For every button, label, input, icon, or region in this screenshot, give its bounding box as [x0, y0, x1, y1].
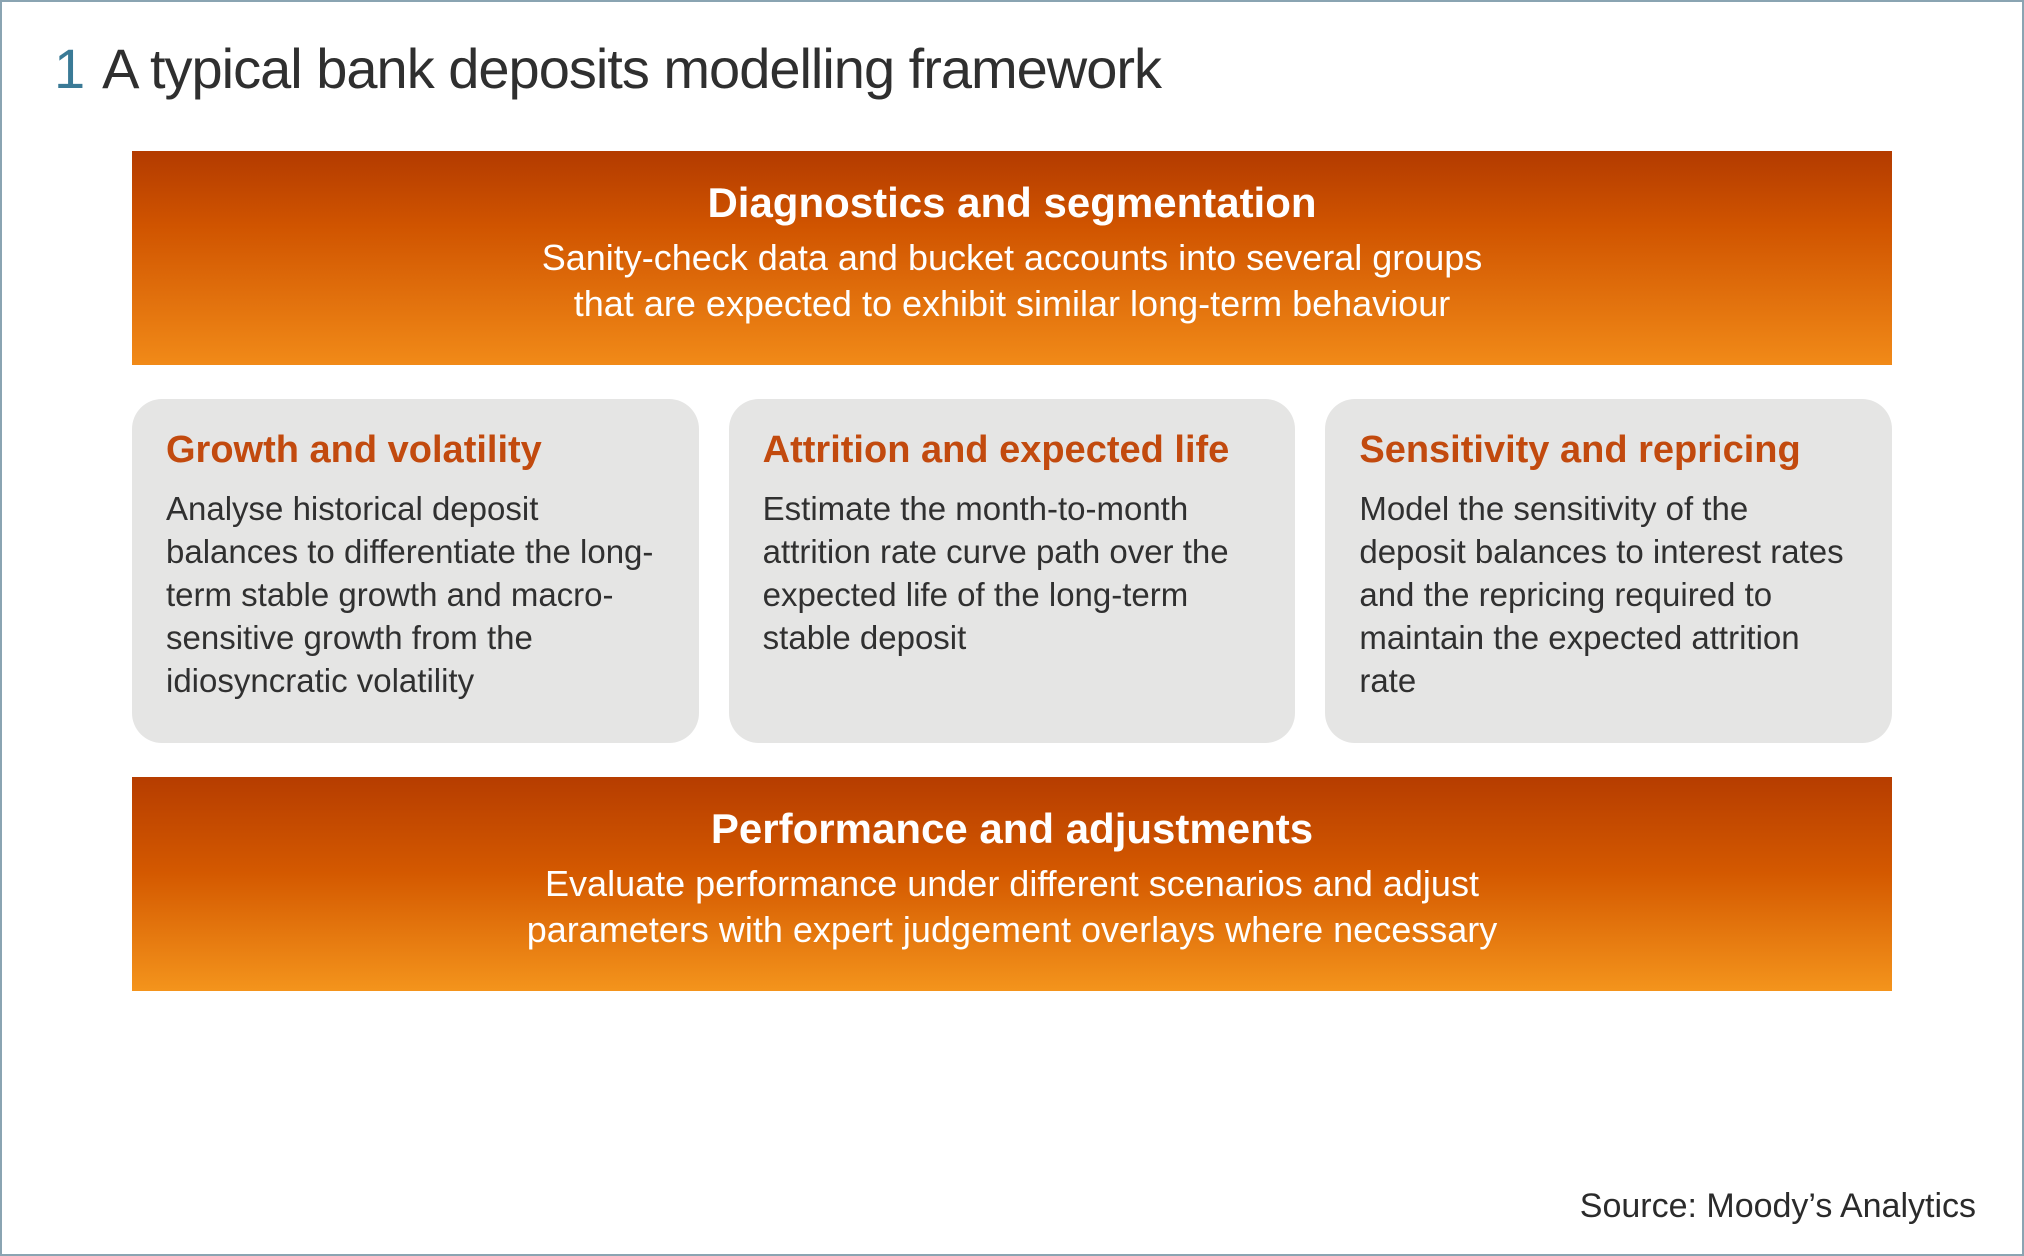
card-attrition-title: Attrition and expected life — [763, 429, 1262, 472]
card-attrition: Attrition and expected life Estimate the… — [729, 399, 1296, 742]
performance-body-line1: Evaluate performance under different sce… — [545, 863, 1479, 904]
diagnostics-title: Diagnostics and segmentation — [212, 179, 1812, 227]
performance-body-line2: parameters with expert judgement overlay… — [527, 909, 1497, 950]
card-sensitivity-body: Model the sensitivity of the deposit bal… — [1359, 488, 1858, 702]
figure-title-row: 1 A typical bank deposits modelling fram… — [2, 2, 2022, 101]
card-sensitivity-title: Sensitivity and repricing — [1359, 429, 1858, 472]
performance-body: Evaluate performance under different sce… — [212, 861, 1812, 953]
diagnostics-body: Sanity-check data and bucket accounts in… — [212, 235, 1812, 327]
figure-number: 1 — [54, 36, 84, 101]
card-growth: Growth and volatility Analyse historical… — [132, 399, 699, 742]
diagnostics-body-line1: Sanity-check data and bucket accounts in… — [542, 237, 1483, 278]
card-sensitivity: Sensitivity and repricing Model the sens… — [1325, 399, 1892, 742]
source-attribution: Source: Moody’s Analytics — [1580, 1187, 1976, 1226]
middle-row: Growth and volatility Analyse historical… — [132, 399, 1892, 742]
card-growth-body: Analyse historical deposit balances to d… — [166, 488, 665, 702]
diagnostics-body-line2: that are expected to exhibit similar lon… — [574, 283, 1450, 324]
card-attrition-body: Estimate the month-to-month attrition ra… — [763, 488, 1262, 660]
diagnostics-box: Diagnostics and segmentation Sanity-chec… — [132, 151, 1892, 365]
figure-title: A typical bank deposits modelling framew… — [102, 36, 1161, 101]
figure-content: Diagnostics and segmentation Sanity-chec… — [2, 101, 2022, 991]
performance-box: Performance and adjustments Evaluate per… — [132, 777, 1892, 991]
performance-title: Performance and adjustments — [212, 805, 1812, 853]
figure-frame: 1 A typical bank deposits modelling fram… — [0, 0, 2024, 1256]
card-growth-title: Growth and volatility — [166, 429, 665, 472]
